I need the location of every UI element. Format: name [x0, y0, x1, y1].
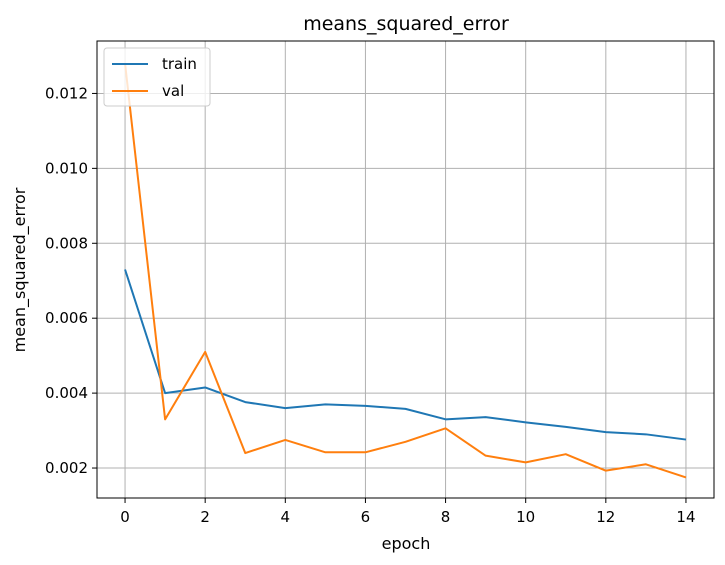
- y-tick-label: 0.002: [45, 459, 88, 477]
- x-tick-label: 10: [516, 508, 535, 526]
- x-tick-label: 0: [120, 508, 130, 526]
- grid-lines: [97, 41, 714, 498]
- x-tick-label: 12: [596, 508, 615, 526]
- legend: train val: [103, 47, 211, 107]
- series-line-train: [124, 269, 687, 441]
- x-tick-label: 2: [200, 508, 210, 526]
- x-tick-label: 4: [281, 508, 291, 526]
- legend-label-train: train: [162, 55, 197, 73]
- x-axis-ticks: 0 2 4 6 8 10 12 14: [120, 498, 696, 526]
- chart-title: means_squared_error: [303, 13, 509, 35]
- y-tick-label: 0.012: [45, 84, 88, 102]
- x-tick-label: 14: [676, 508, 695, 526]
- y-tick-label: 0.010: [45, 159, 88, 177]
- series-lines: [124, 63, 687, 479]
- plot-frame: [96, 40, 715, 499]
- legend-label-val: val: [162, 82, 184, 100]
- series-line-val: [124, 63, 687, 479]
- x-tick-label: 8: [441, 508, 451, 526]
- x-tick-label: 6: [361, 508, 371, 526]
- y-tick-label: 0.006: [45, 309, 88, 327]
- y-tick-label: 0.008: [45, 234, 88, 252]
- y-axis-ticks: 0.002 0.004 0.006 0.008 0.010 0.012: [45, 84, 97, 477]
- y-axis-label: mean_squared_error: [10, 187, 30, 352]
- y-tick-label: 0.004: [45, 384, 88, 402]
- x-axis-label: epoch: [382, 534, 431, 553]
